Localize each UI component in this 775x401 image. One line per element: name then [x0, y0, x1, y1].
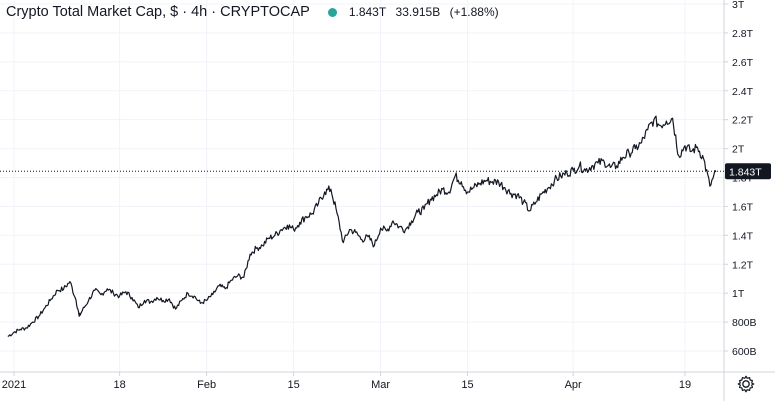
- market-status-dot-icon: [327, 7, 337, 17]
- y-axis: 600B800B1T1.2T1.4T1.6T1.8T2T2.2T2.4T2.6T…: [723, 0, 757, 401]
- x-tick-label: Feb: [197, 379, 216, 391]
- chart-title: Crypto Total Market Cap, $ · 4h · CRYPTO…: [6, 4, 310, 20]
- y-tick-label: 2.6T: [732, 57, 754, 69]
- y-tick-label: 3T: [732, 0, 745, 11]
- series-layer: [7, 115, 717, 338]
- x-tick-label: 15: [287, 379, 299, 391]
- y-tick-label: 600B: [732, 346, 757, 358]
- x-tick-label: Mar: [371, 379, 390, 391]
- y-tick-label: 800B: [732, 317, 757, 329]
- x-tick-label: 15: [461, 379, 473, 391]
- y-tick-label: 1.2T: [732, 259, 754, 271]
- y-tick-label: 2.4T: [732, 86, 754, 98]
- change-abs: 33.915B: [395, 5, 441, 19]
- x-tick-label: 2021: [2, 379, 26, 391]
- legend-values: 1.843T 33.915B (+1.88%): [349, 5, 505, 19]
- price-tag: 1.843T: [725, 163, 771, 180]
- y-tick-label: 2T: [732, 144, 745, 156]
- series-line: [7, 115, 717, 338]
- y-tick-label: 2.8T: [732, 28, 754, 40]
- last-value: 1.843T: [348, 5, 387, 19]
- y-tick-label: 1.4T: [732, 230, 754, 242]
- x-tick-label: 19: [679, 379, 691, 391]
- x-tick-label: Apr: [565, 379, 582, 391]
- price-tag-box: [725, 163, 771, 180]
- change-pct: (+1.88%): [449, 5, 499, 19]
- price-tag-label: 1.843T: [729, 166, 762, 178]
- y-tick-label: 1.6T: [732, 201, 754, 213]
- grid: [0, 0, 724, 372]
- x-axis: 2021 18 Feb 15 Mar 15 Apr 19: [0, 371, 775, 391]
- y-tick-label: 2.2T: [732, 115, 754, 127]
- gear-icon[interactable]: [736, 374, 756, 394]
- x-tick-label: 18: [113, 379, 125, 391]
- y-tick-label: 1T: [732, 288, 745, 300]
- chart-legend: Crypto Total Market Cap, $ · 4h · CRYPTO…: [6, 4, 505, 20]
